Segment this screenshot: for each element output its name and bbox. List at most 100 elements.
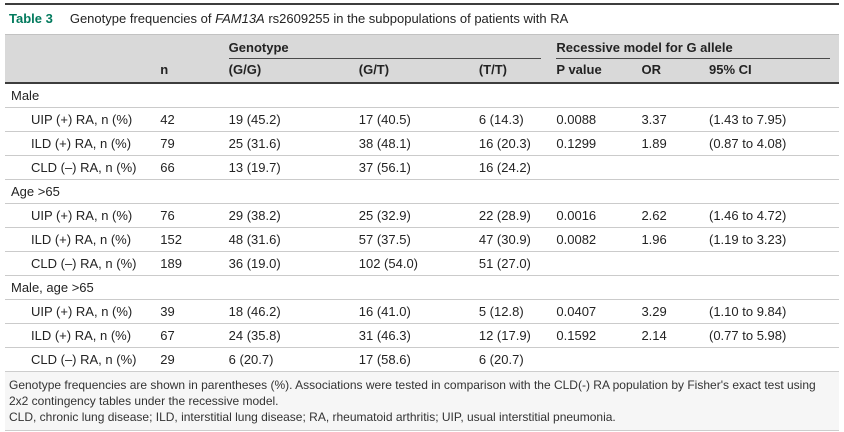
row-label: ILD (+) RA, n (%) [5, 131, 155, 156]
cell-ci [703, 348, 839, 372]
header-n: n [154, 59, 223, 84]
cell-n: 152 [154, 227, 223, 252]
gene-name: FAM13A [215, 11, 265, 26]
cell-gt: 17 (58.6) [358, 352, 411, 367]
cell-ci: (0.87 to 4.08) [703, 131, 839, 156]
cell-tt: 51 (27.0) [472, 251, 551, 276]
cell-ci: (1.43 to 7.95) [703, 107, 839, 132]
header-empty [5, 59, 155, 84]
cell-or: 3.29 [635, 299, 703, 324]
genotype-frequencies-table: Genotype Recessive model for G allele n … [5, 34, 839, 371]
cell-tt: 6 (14.3) [472, 107, 551, 132]
cell-gt: 17 (40.5) [352, 107, 473, 132]
header-group-row: Genotype Recessive model for G allele [5, 34, 839, 59]
cell-n: 39 [154, 299, 223, 324]
cell-n: 79 [154, 131, 223, 156]
cell-n: 42 [154, 107, 223, 132]
header-group-recessive-model: Recessive model for G allele [550, 34, 839, 59]
cell-ci: (0.77 to 5.98) [703, 323, 839, 348]
cell-gg: 13 (19.7) [222, 155, 353, 180]
header-or: OR [635, 59, 703, 84]
cell-p-value: 0.0088 [550, 107, 636, 132]
section-label: Male, age >65 [5, 275, 839, 300]
footnote-abbreviations: CLD, chronic lung disease; ILD, intersti… [9, 410, 616, 424]
cell-tt: 6 (20.7) [478, 352, 524, 367]
cell-gt: 25 (32.9) [352, 203, 473, 228]
table-footnotes: Genotype frequencies are shown in parent… [5, 371, 839, 431]
row-label: ILD (+) RA, n (%) [5, 323, 155, 348]
caption-text-before: Genotype frequencies of [69, 11, 216, 26]
cell-gt: 37 (56.1) [352, 155, 473, 180]
cell-or: 3.37 [635, 107, 703, 132]
caption-text-after: rs2609255 in the subpopulations of patie… [264, 11, 569, 26]
row-label: ILD (+) RA, n (%) [5, 227, 155, 252]
cell-ci: (1.19 to 3.23) [703, 227, 839, 252]
cell-or: 1.96 [635, 227, 703, 252]
row-label: CLD (–) RA, n (%) [31, 352, 137, 367]
cell-gg: 29 (38.2) [222, 203, 353, 228]
top-rule [5, 3, 839, 5]
table-row: UIP (+) RA, n (%) 76 29 (38.2) 25 (32.9)… [5, 203, 839, 228]
row-label: UIP (+) RA, n (%) [5, 299, 155, 324]
cell-p-value [550, 251, 636, 276]
header-gg: (G/G) [222, 59, 353, 84]
cell-or [635, 348, 703, 372]
table-row: ILD (+) RA, n (%) 67 24 (35.8) 31 (46.3)… [5, 323, 839, 348]
cell-p-value [550, 348, 635, 372]
header-ci: 95% CI [703, 59, 839, 84]
cell-n: 76 [154, 203, 223, 228]
section-row-male: Male [5, 83, 839, 108]
header-tt: (T/T) [472, 59, 551, 84]
cell-gt: 16 (41.0) [352, 299, 473, 324]
caption-text: Genotype frequencies of FAM13A rs2609255… [70, 12, 568, 26]
section-label: Age >65 [5, 179, 839, 204]
cell-gt: 31 (46.3) [352, 323, 473, 348]
header-spacer [5, 34, 223, 59]
table-row: CLD (–) RA, n (%) 29 6 (20.7) 17 (58.6) … [5, 348, 839, 372]
cell-gg: 24 (35.8) [222, 323, 353, 348]
table-row: CLD (–) RA, n (%) 189 36 (19.0) 102 (54.… [5, 251, 839, 276]
cell-p-value [550, 155, 636, 180]
cell-tt: 47 (30.9) [472, 227, 551, 252]
table-caption: Table 3 Genotype frequencies of FAM13A r… [5, 5, 839, 34]
row-label: UIP (+) RA, n (%) [5, 203, 155, 228]
table-header: Genotype Recessive model for G allele n … [5, 34, 839, 84]
header-p-value: P value [550, 59, 636, 84]
cell-ci [703, 155, 839, 180]
cell-n: 189 [154, 251, 223, 276]
table-row: ILD (+) RA, n (%) 79 25 (31.6) 38 (48.1)… [5, 131, 839, 156]
cell-or [635, 155, 703, 180]
cell-or: 2.14 [635, 323, 703, 348]
section-row-male-age-over-65: Male, age >65 [5, 275, 839, 300]
row-label: CLD (–) RA, n (%) [5, 251, 155, 276]
cell-ci: (1.10 to 9.84) [703, 299, 839, 324]
cell-ci: (1.46 to 4.72) [703, 203, 839, 228]
cell-tt: 16 (24.2) [472, 155, 551, 180]
section-label: Male [5, 83, 839, 108]
footnote-methods: Genotype frequencies are shown in parent… [9, 378, 816, 408]
row-label: CLD (–) RA, n (%) [5, 155, 155, 180]
cell-p-value: 0.0407 [550, 299, 636, 324]
cell-or: 2.62 [635, 203, 703, 228]
table-row: ILD (+) RA, n (%) 152 48 (31.6) 57 (37.5… [5, 227, 839, 252]
cell-p-value: 0.1592 [550, 323, 636, 348]
cell-p-value: 0.0082 [550, 227, 636, 252]
cell-gg: 48 (31.6) [222, 227, 353, 252]
table-row: CLD (–) RA, n (%) 66 13 (19.7) 37 (56.1)… [5, 155, 839, 180]
cell-or [635, 251, 703, 276]
table-row: UIP (+) RA, n (%) 42 19 (45.2) 17 (40.5)… [5, 107, 839, 132]
row-label: UIP (+) RA, n (%) [5, 107, 155, 132]
header-group-genotype: Genotype [222, 34, 551, 59]
cell-or: 1.89 [635, 131, 703, 156]
cell-tt: 12 (17.9) [472, 323, 551, 348]
cell-gg: 36 (19.0) [222, 251, 353, 276]
cell-gt: 102 (54.0) [352, 251, 473, 276]
cell-gg: 25 (31.6) [222, 131, 353, 156]
cell-ci [703, 251, 839, 276]
cell-p-value: 0.0016 [550, 203, 636, 228]
cell-n: 66 [154, 155, 223, 180]
header-gt: (G/T) [352, 59, 473, 84]
header-columns-row: n (G/G) (G/T) (T/T) P value OR 95% CI [5, 59, 839, 84]
table-body: Male UIP (+) RA, n (%) 42 19 (45.2) 17 (… [5, 83, 839, 371]
